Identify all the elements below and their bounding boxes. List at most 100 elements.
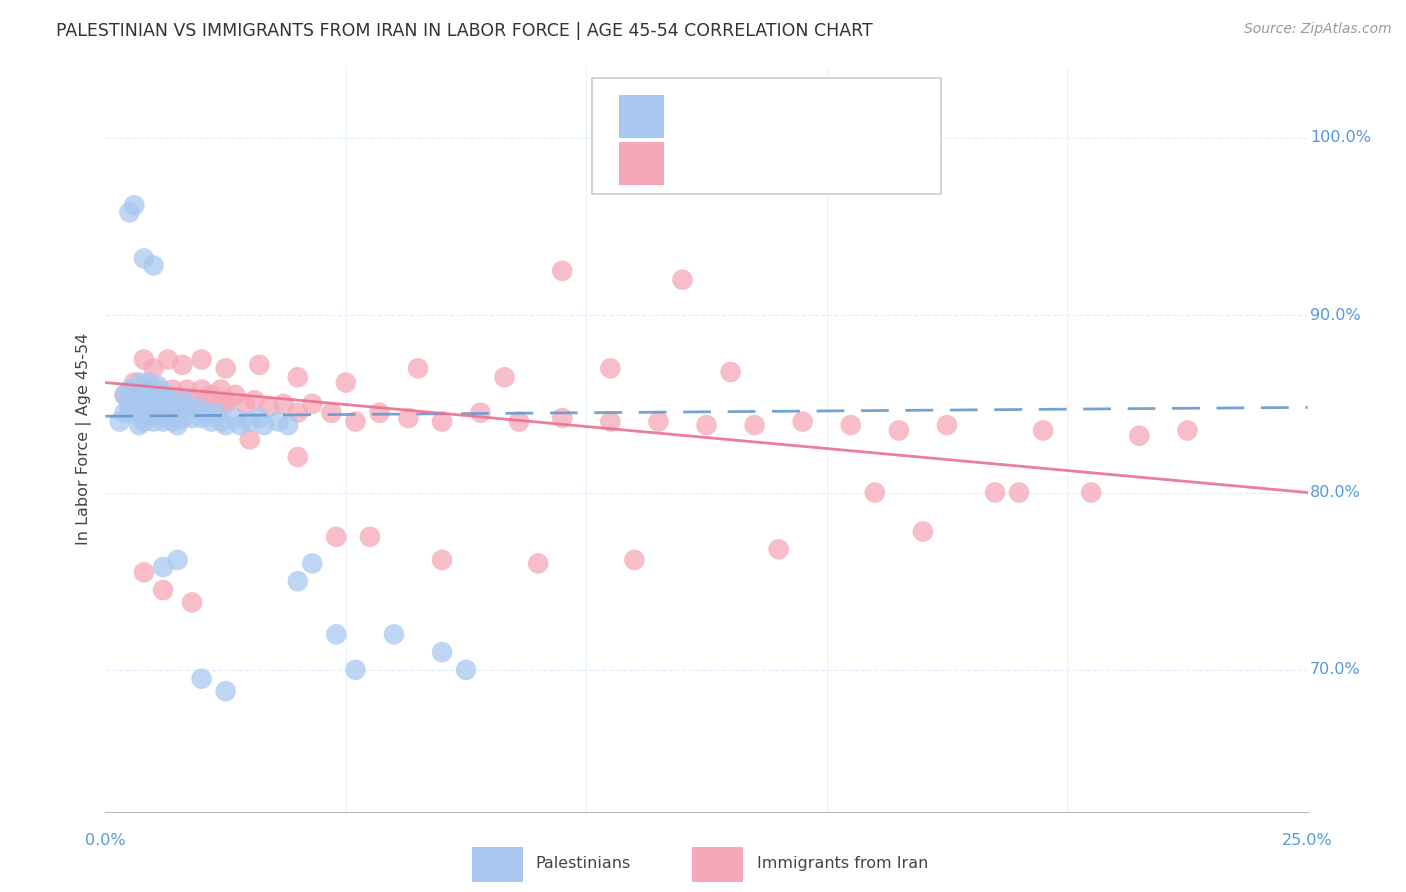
Point	[118, 401, 141, 415]
Point	[277, 418, 299, 433]
Text: Source: ZipAtlas.com: Source: ZipAtlas.com	[1244, 22, 1392, 37]
Point	[190, 352, 212, 367]
Point	[181, 411, 204, 425]
Point	[190, 672, 212, 686]
Point	[301, 557, 323, 571]
Point	[911, 524, 934, 539]
Point	[887, 424, 910, 438]
Text: 25.0%: 25.0%	[1282, 833, 1333, 848]
Point	[132, 566, 155, 580]
Point	[152, 415, 174, 429]
Point	[124, 393, 146, 408]
Point	[148, 383, 170, 397]
Point	[494, 370, 516, 384]
Point	[301, 397, 323, 411]
Point	[190, 411, 212, 425]
Point	[176, 383, 198, 397]
Point	[181, 393, 204, 408]
Point	[132, 352, 155, 367]
Point	[142, 383, 165, 397]
Point	[768, 542, 790, 557]
Text: 64: 64	[893, 110, 915, 124]
Point	[195, 406, 218, 420]
Point	[118, 205, 141, 219]
Point	[359, 530, 381, 544]
Point	[148, 379, 170, 393]
Point	[243, 393, 266, 408]
Point	[623, 553, 645, 567]
Point	[267, 415, 290, 429]
Point	[1080, 485, 1102, 500]
Point	[214, 684, 236, 698]
Point	[166, 393, 188, 408]
Point	[138, 376, 160, 390]
Point	[108, 415, 131, 429]
Text: Palestinians: Palestinians	[536, 856, 631, 871]
Point	[430, 415, 453, 429]
Point	[1128, 429, 1150, 443]
Point	[647, 415, 669, 429]
Point	[527, 557, 550, 571]
Point	[287, 450, 309, 464]
Point	[186, 401, 208, 415]
Point	[287, 370, 309, 384]
Point	[181, 595, 204, 609]
Point	[156, 352, 179, 367]
Point	[128, 376, 150, 390]
Point	[396, 411, 419, 425]
Point	[224, 411, 246, 425]
Text: Immigrants from Iran: Immigrants from Iran	[756, 856, 928, 871]
Point	[1008, 485, 1031, 500]
Point	[138, 411, 160, 425]
Text: R =: R =	[679, 156, 714, 171]
Point	[229, 418, 252, 433]
Point	[599, 415, 621, 429]
Text: 90.0%: 90.0%	[1310, 308, 1361, 323]
Point	[454, 663, 477, 677]
Point	[138, 393, 160, 408]
Point	[321, 406, 343, 420]
Point	[200, 415, 222, 429]
Text: -0.363: -0.363	[737, 156, 794, 171]
Point	[214, 361, 236, 376]
Point	[287, 406, 309, 420]
Point	[128, 418, 150, 433]
Point	[209, 415, 232, 429]
Point	[984, 485, 1007, 500]
Point	[152, 393, 174, 408]
Point	[142, 415, 165, 429]
Point	[152, 560, 174, 574]
Point	[186, 401, 208, 415]
Point	[1032, 424, 1054, 438]
Point	[839, 418, 862, 433]
FancyBboxPatch shape	[472, 847, 523, 882]
Point	[156, 393, 179, 408]
Text: 100.0%: 100.0%	[1310, 130, 1371, 145]
Point	[114, 388, 136, 402]
Point	[273, 397, 295, 411]
Point	[508, 415, 530, 429]
Point	[132, 252, 155, 266]
Text: R =: R =	[679, 110, 714, 124]
Point	[224, 388, 246, 402]
Point	[205, 401, 228, 415]
FancyBboxPatch shape	[692, 847, 742, 882]
Point	[214, 397, 236, 411]
Point	[430, 553, 453, 567]
Point	[287, 574, 309, 589]
Point	[247, 411, 270, 425]
Point	[124, 198, 146, 212]
Point	[142, 397, 165, 411]
Point	[214, 418, 236, 433]
Point	[176, 401, 198, 415]
Point	[124, 376, 146, 390]
Point	[152, 582, 174, 597]
Point	[239, 432, 262, 446]
Point	[792, 415, 814, 429]
Point	[382, 627, 405, 641]
Point	[166, 418, 188, 433]
Point	[162, 383, 184, 397]
Point	[128, 401, 150, 415]
Point	[132, 379, 155, 393]
Point	[344, 415, 367, 429]
